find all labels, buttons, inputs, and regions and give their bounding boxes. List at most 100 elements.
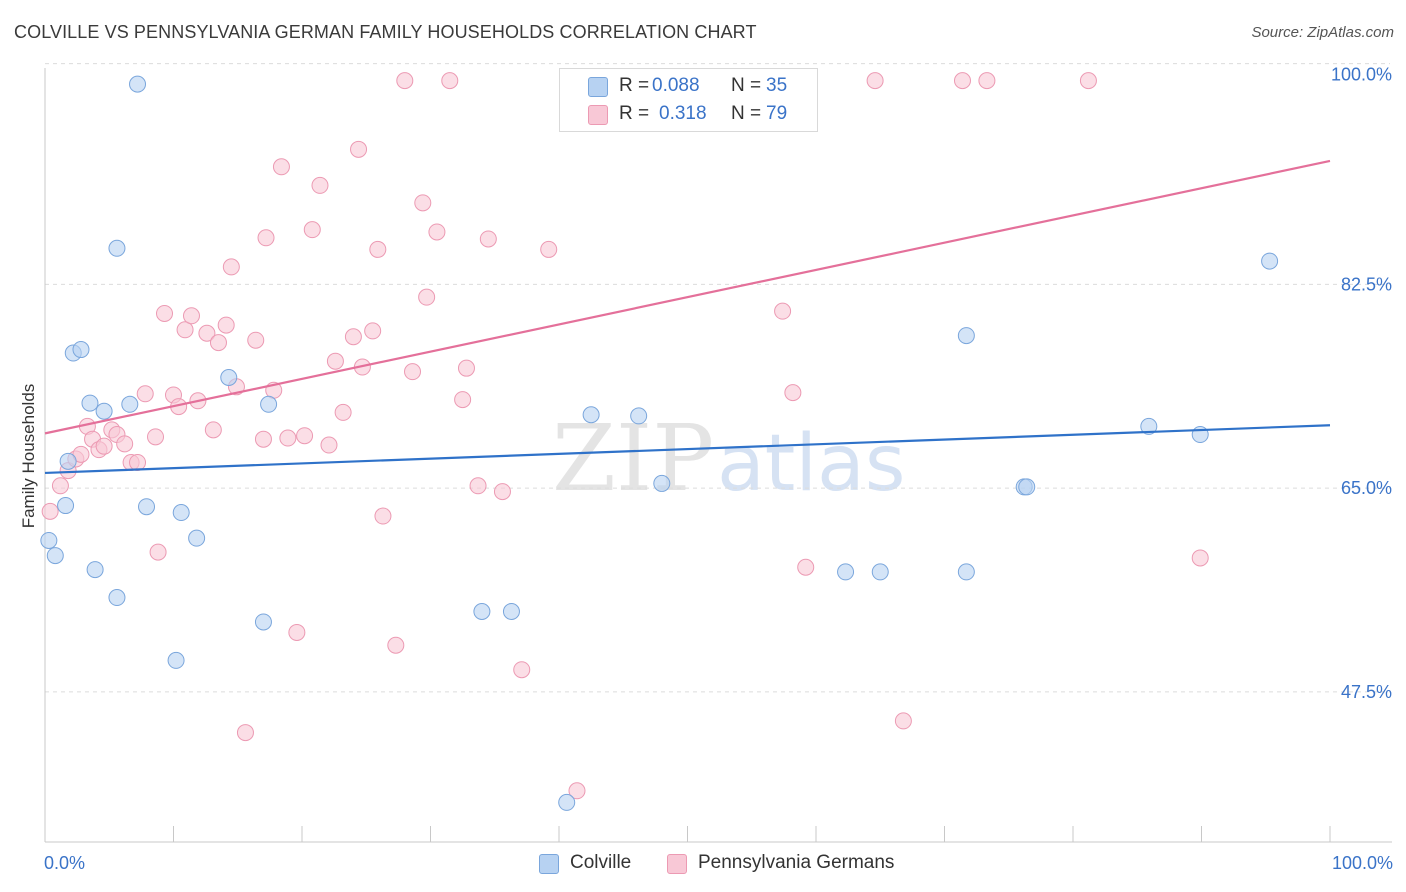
point-penn	[414, 194, 432, 212]
point-penn	[320, 436, 338, 454]
point-colville	[86, 561, 104, 579]
point-colville	[188, 529, 206, 547]
point-penn	[303, 221, 321, 239]
point-penn	[311, 176, 329, 194]
point-penn	[116, 435, 134, 453]
point-penn	[418, 288, 436, 306]
y-axis-label: Family Households	[19, 384, 38, 529]
point-colville	[40, 531, 58, 549]
legend-r-value: 0.318	[659, 103, 707, 124]
chart-title: COLVILLE VS PENNSYLVANIA GERMAN FAMILY H…	[14, 22, 757, 42]
bottom-legend-label-penn: Pennsylvania Germans	[698, 852, 895, 873]
legend-swatch-penn	[588, 105, 608, 125]
point-penn	[978, 72, 996, 90]
point-penn	[279, 429, 297, 447]
point-colville	[220, 368, 238, 386]
legend-swatch-colville	[588, 77, 608, 97]
point-colville	[172, 504, 190, 522]
point-penn	[428, 223, 446, 241]
point-penn	[182, 307, 200, 325]
point-penn	[198, 324, 216, 342]
point-penn	[1079, 72, 1097, 90]
point-penn	[797, 558, 815, 576]
point-penn	[222, 258, 240, 276]
point-colville	[121, 395, 139, 413]
point-colville	[473, 602, 491, 620]
point-penn	[147, 428, 165, 446]
point-colville	[254, 613, 272, 631]
point-penn	[513, 661, 531, 679]
bottom-legend-label-colville: Colville	[570, 852, 632, 873]
point-colville	[502, 602, 520, 620]
legend-r-value: 0.088	[652, 75, 700, 96]
point-colville	[260, 395, 278, 413]
point-penn	[156, 304, 174, 322]
source-label: Source: ZipAtlas.com	[1251, 24, 1394, 41]
point-penn	[493, 483, 511, 501]
point-penn	[404, 363, 422, 381]
point-colville	[653, 474, 671, 492]
point-penn	[41, 502, 59, 520]
bottom-legend-swatch-colville	[539, 854, 559, 874]
point-penn	[136, 385, 154, 403]
point-penn	[364, 322, 382, 340]
trend-line-colville	[44, 424, 1331, 475]
point-colville	[108, 239, 126, 257]
point-penn	[204, 421, 222, 439]
point-colville	[46, 547, 64, 565]
point-colville	[630, 407, 648, 425]
legend-r-label: R =	[619, 75, 650, 96]
point-colville	[837, 563, 855, 581]
point-penn	[236, 724, 254, 742]
point-penn	[387, 636, 405, 654]
point-penn	[129, 453, 147, 471]
point-colville	[138, 498, 156, 516]
point-penn	[774, 302, 792, 320]
y-tick-label: 100.0%	[1331, 65, 1392, 85]
point-penn	[454, 391, 472, 409]
legend-n-label: N =	[731, 75, 762, 96]
y-tick-label: 82.5%	[1341, 274, 1392, 294]
point-penn	[176, 321, 194, 339]
point-colville	[81, 394, 99, 412]
point-penn	[784, 384, 802, 402]
x-tick-label: 0.0%	[44, 853, 85, 873]
point-penn	[894, 712, 912, 730]
point-colville	[72, 341, 90, 359]
point-colville	[1018, 478, 1036, 496]
point-penn	[254, 430, 272, 448]
watermark-atlas: atlas	[717, 419, 906, 509]
point-penn	[296, 427, 314, 445]
point-penn	[1191, 549, 1209, 567]
point-penn	[469, 477, 487, 495]
legend-r-label: R =	[619, 103, 650, 124]
point-colville	[1140, 417, 1158, 435]
point-penn	[149, 543, 167, 561]
point-penn	[369, 240, 387, 258]
point-penn	[396, 72, 414, 90]
y-tick-label: 47.5%	[1341, 682, 1392, 702]
y-tick-label: 65.0%	[1341, 478, 1392, 498]
point-colville	[1261, 252, 1279, 270]
point-penn	[866, 72, 884, 90]
legend-n-value: 35	[766, 75, 788, 96]
legend-n-value: 79	[766, 103, 788, 124]
bottom-legend-swatch-penn	[667, 854, 687, 874]
point-penn	[72, 445, 90, 463]
watermark-zip: ZIP	[552, 405, 714, 512]
point-penn	[350, 140, 368, 158]
point-penn	[257, 229, 275, 247]
legend-n-label: N =	[731, 103, 762, 124]
x-tick-label: 100.0%	[1332, 853, 1393, 873]
point-colville	[129, 75, 147, 93]
stats-legend: R = 0.088 N = 35 R = 0.318 N = 79	[559, 68, 818, 132]
point-penn	[247, 331, 265, 349]
point-colville	[57, 497, 75, 515]
point-penn	[209, 334, 227, 352]
point-colville	[95, 402, 113, 420]
point-colville	[871, 563, 889, 581]
point-penn	[953, 72, 971, 90]
point-penn	[457, 359, 475, 377]
point-colville	[957, 563, 975, 581]
